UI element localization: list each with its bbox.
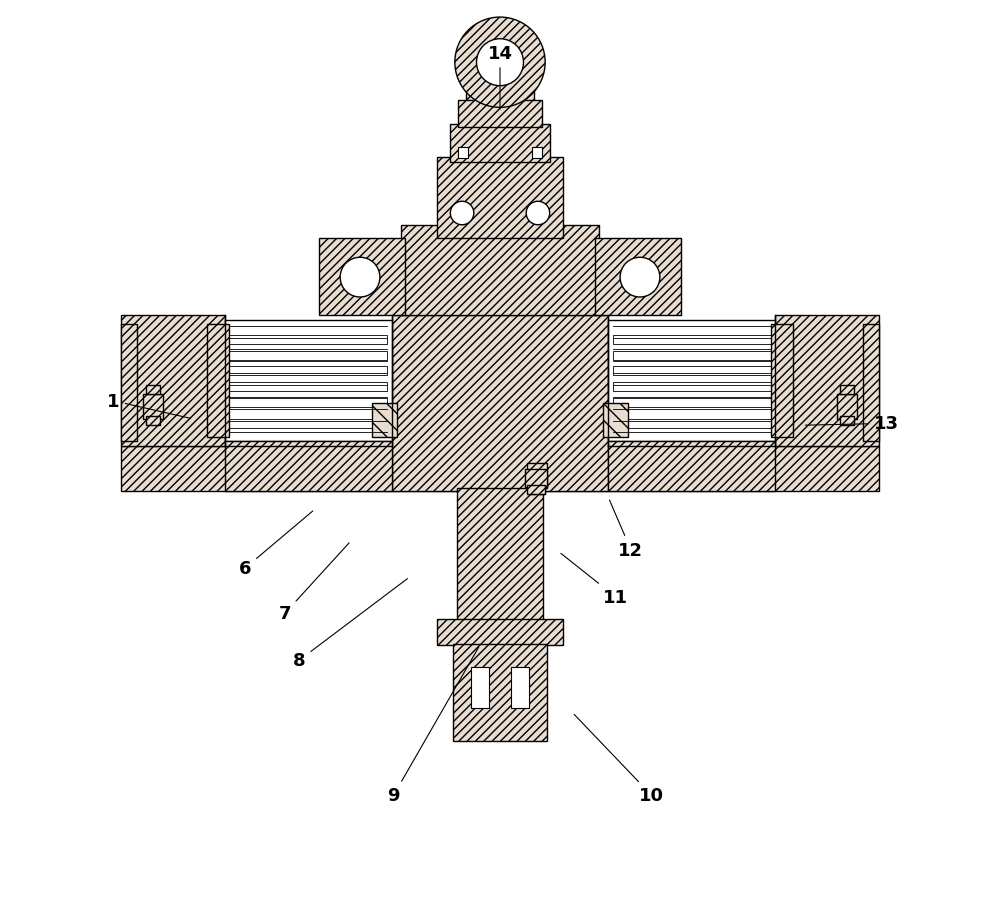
Bar <box>143 394 163 419</box>
Bar <box>453 644 547 741</box>
Bar <box>511 667 529 708</box>
Bar <box>121 446 879 492</box>
Circle shape <box>477 40 523 87</box>
Bar <box>457 489 543 622</box>
Bar <box>225 320 392 442</box>
Text: 10: 10 <box>574 714 664 805</box>
Bar <box>603 403 628 437</box>
Bar <box>372 403 397 437</box>
Bar <box>437 158 563 239</box>
Text: 9: 9 <box>387 648 479 805</box>
Polygon shape <box>608 442 775 492</box>
Circle shape <box>340 258 380 298</box>
Bar <box>608 320 775 442</box>
Bar <box>532 148 542 159</box>
Text: 12: 12 <box>609 501 643 559</box>
Bar <box>146 385 160 394</box>
Bar <box>525 469 547 487</box>
Bar <box>229 352 387 361</box>
Bar <box>229 336 387 345</box>
Text: 11: 11 <box>561 554 628 606</box>
Bar <box>229 419 387 428</box>
Bar <box>319 239 405 316</box>
Bar <box>471 667 489 708</box>
Bar <box>840 385 854 394</box>
Bar <box>229 399 387 408</box>
Text: 13: 13 <box>805 415 899 433</box>
Bar <box>613 366 771 375</box>
Text: 8: 8 <box>293 579 407 669</box>
Bar <box>527 464 547 489</box>
Bar <box>613 399 771 408</box>
Bar <box>771 325 793 437</box>
Bar <box>466 81 534 124</box>
Circle shape <box>450 202 474 226</box>
Bar <box>401 226 599 316</box>
Bar <box>613 419 771 428</box>
Bar <box>437 620 563 645</box>
Polygon shape <box>225 442 392 492</box>
Bar <box>229 382 387 391</box>
Text: 14: 14 <box>488 45 512 110</box>
Circle shape <box>620 258 660 298</box>
Bar <box>529 485 545 494</box>
Text: 6: 6 <box>239 511 313 577</box>
Bar <box>840 417 854 426</box>
Bar <box>392 316 608 492</box>
Text: 7: 7 <box>279 543 349 622</box>
Bar <box>121 325 137 442</box>
Bar <box>450 124 550 162</box>
Bar <box>229 366 387 375</box>
Text: 1: 1 <box>107 392 190 419</box>
Bar <box>775 316 879 446</box>
Bar <box>595 239 681 316</box>
Bar <box>837 394 857 419</box>
Bar <box>527 485 545 494</box>
Bar <box>146 417 160 426</box>
Bar <box>207 325 229 437</box>
Circle shape <box>526 202 550 226</box>
Bar <box>121 316 225 446</box>
Bar <box>458 148 468 159</box>
Circle shape <box>455 18 545 108</box>
Bar <box>613 352 771 361</box>
Bar <box>458 101 542 128</box>
Bar <box>863 325 879 442</box>
Bar <box>613 382 771 391</box>
Bar <box>613 336 771 345</box>
